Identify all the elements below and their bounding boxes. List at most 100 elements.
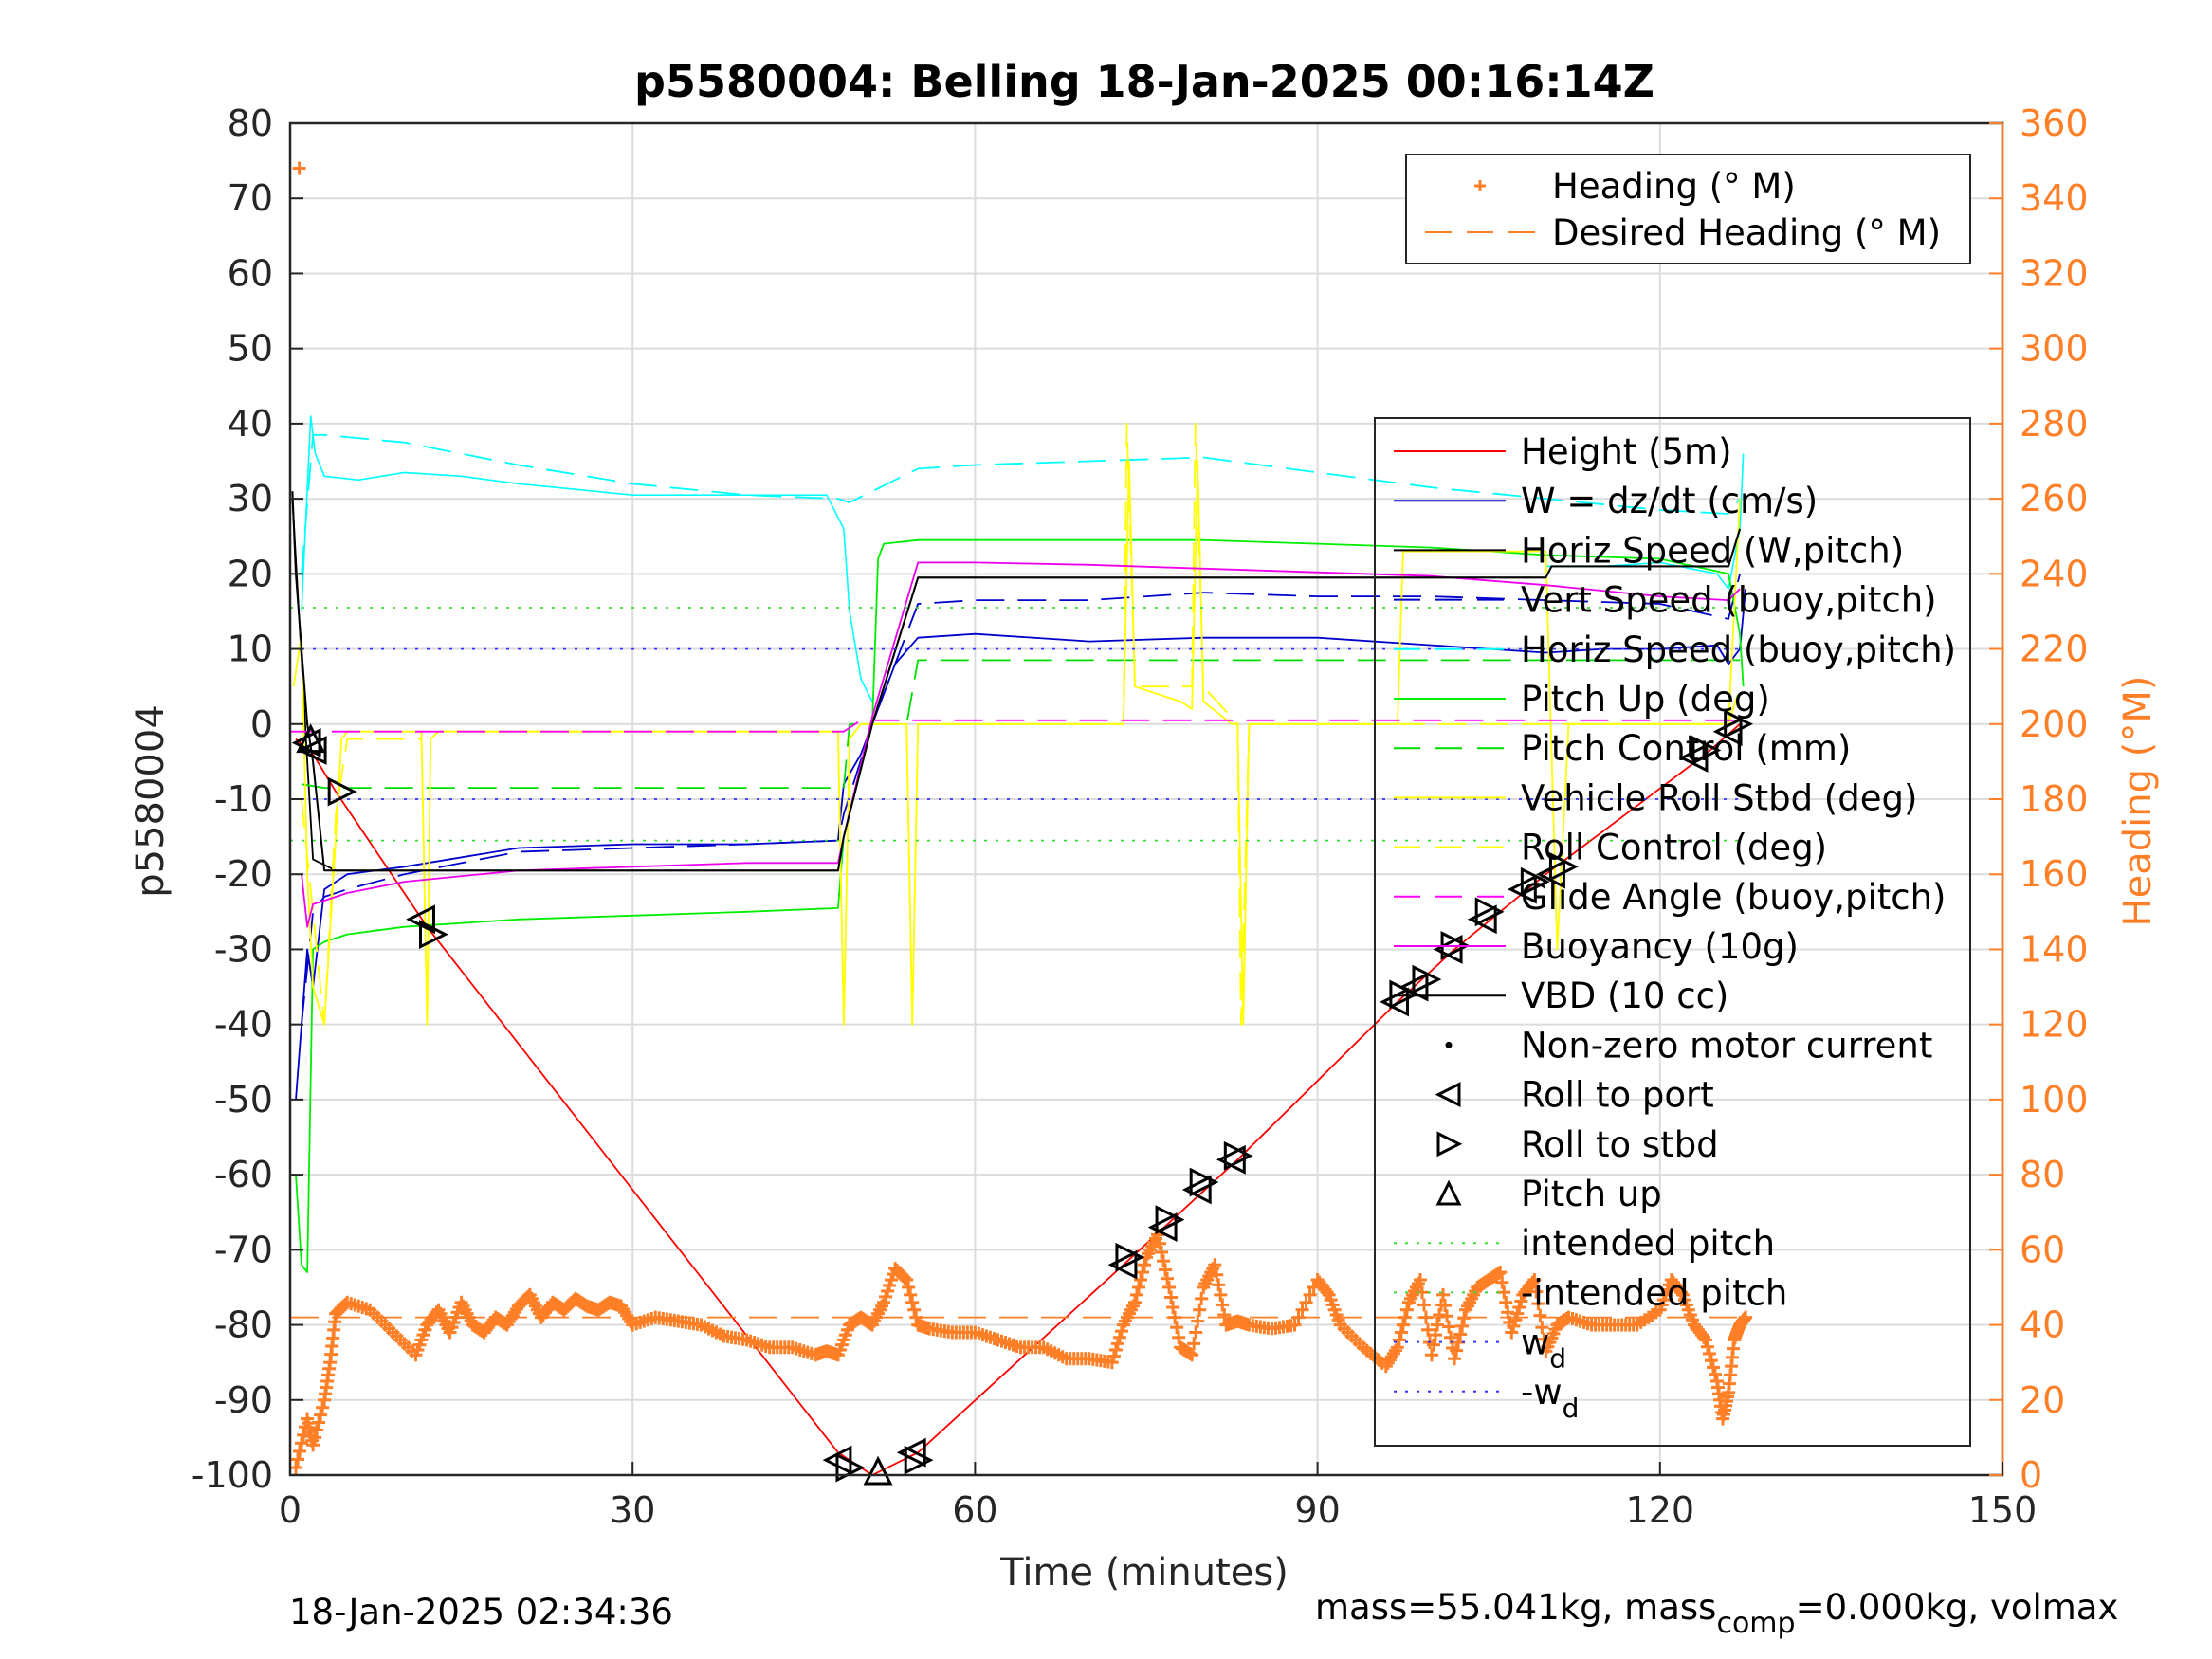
legend-label: intended pitch	[1521, 1223, 1775, 1264]
heading-point	[1512, 1301, 1526, 1315]
heading-point	[1137, 1258, 1151, 1272]
x-tick-label: 60	[952, 1489, 997, 1531]
y-tick-label: 80	[228, 102, 273, 144]
heading-point	[1131, 1280, 1145, 1294]
heading-point	[1514, 1294, 1528, 1308]
x-tick-label: 0	[279, 1489, 302, 1531]
heading-point	[1413, 1273, 1427, 1287]
legend-label: Vert Speed (buoy,pitch)	[1521, 580, 1937, 621]
roll-port-marker	[1712, 717, 1743, 747]
y2-tick-label: 160	[2020, 853, 2089, 895]
heading-point	[1505, 1325, 1519, 1340]
heading-point	[1436, 1287, 1451, 1302]
heading-point	[312, 1415, 326, 1430]
heading-point	[898, 1271, 912, 1285]
heading-point	[1700, 1340, 1714, 1354]
y-tick-label: 10	[228, 629, 273, 670]
heading-point	[1127, 1295, 1142, 1309]
y2-tick-label: 240	[2020, 553, 2089, 594]
y-tick-label: -50	[214, 1079, 273, 1121]
heading-point	[1288, 1318, 1302, 1332]
x-tick-label: 120	[1626, 1489, 1695, 1531]
heading-point	[1673, 1285, 1688, 1300]
heading-point	[1193, 1303, 1207, 1317]
legend-label: Pitch Up (deg)	[1521, 679, 1770, 720]
heading-point	[1527, 1273, 1542, 1287]
heading-legend: Heading (° M) Desired Heading (° M)	[1405, 154, 1971, 264]
y-tick-label: 50	[228, 328, 273, 370]
heading-point	[1392, 1333, 1406, 1347]
series-line-glide_buoy-11	[290, 719, 1741, 733]
legend-label: Height (5m)	[1521, 431, 1732, 472]
y-tick-label: -70	[214, 1229, 273, 1270]
heading-point	[1508, 1313, 1523, 1327]
heading-point	[1696, 1330, 1710, 1344]
y-tick-label: 60	[228, 252, 273, 294]
heading-point	[1112, 1330, 1126, 1344]
heading-point	[1526, 1275, 1540, 1289]
x-tick-label: 90	[1294, 1489, 1340, 1531]
heading-point	[1295, 1303, 1309, 1317]
roll-port-marker	[1380, 987, 1409, 1017]
legend-sample-triangle	[1435, 1179, 1462, 1206]
heading-point	[1507, 1319, 1521, 1333]
legend-label: Non-zero motor current	[1521, 1025, 1932, 1066]
heading-point	[1164, 1290, 1179, 1304]
heading-point	[1390, 1340, 1404, 1355]
heading-point	[1187, 1337, 1201, 1351]
heading-point	[310, 1423, 324, 1437]
series-line-horiz_buoy-5	[301, 415, 873, 702]
heading-point	[1453, 1327, 1468, 1341]
y2-axis-label: Heading (°M)	[2116, 676, 2160, 927]
y-tick-label: -90	[214, 1379, 273, 1421]
roll-stbd-marker	[1520, 866, 1550, 897]
y-tick-label: -100	[192, 1454, 273, 1496]
heading-point	[1429, 1328, 1443, 1342]
roll-port-marker	[1147, 1212, 1178, 1242]
heading-point	[1510, 1306, 1525, 1321]
roll-stbd-marker	[904, 1445, 934, 1475]
roll-stbd-marker	[1189, 1167, 1219, 1197]
legend-label: -wd	[1521, 1372, 1579, 1424]
y-tick-label: -80	[214, 1304, 273, 1346]
roll-stbd-marker	[1691, 736, 1722, 765]
heading-point	[1191, 1314, 1205, 1328]
heading-legend-label: Heading (° M)	[1552, 166, 1796, 207]
heading-point	[1157, 1254, 1171, 1268]
heading-point	[1106, 1349, 1121, 1363]
y2-tick-label: 220	[2020, 629, 2089, 670]
y-tick-label: -30	[214, 928, 273, 970]
heading-outlier-point	[292, 161, 306, 175]
heading-point	[1396, 1318, 1410, 1332]
y2-tick-label: 0	[2020, 1454, 2042, 1496]
heading-point	[1172, 1330, 1186, 1344]
legend-label: Pitch Control (mm)	[1521, 728, 1851, 769]
heading-point	[1108, 1342, 1123, 1357]
roll-stbd-marker	[1724, 709, 1754, 739]
x-tick-label: 150	[1968, 1489, 2038, 1531]
y-tick-label: 30	[228, 478, 273, 520]
y2-tick-label: 260	[2020, 478, 2089, 520]
y2-tick-label: 120	[2020, 1004, 2089, 1046]
footer-timestamp: 18-Jan-2025 02:34:36	[289, 1592, 673, 1632]
heading-point	[1708, 1367, 1722, 1381]
roll-stbd-marker	[327, 776, 357, 807]
y2-tick-label: 40	[2020, 1304, 2065, 1346]
heading-point	[907, 1303, 922, 1317]
heading-point	[1425, 1348, 1438, 1362]
legend-label: W = dz/dt (cm/s)	[1521, 481, 1818, 521]
legend-sample-dot	[1445, 1041, 1453, 1048]
y-tick-label: -20	[214, 853, 273, 895]
legend-label: Roll Control (deg)	[1521, 828, 1827, 868]
y2-tick-label: 60	[2020, 1229, 2065, 1270]
heading-point	[1210, 1267, 1224, 1282]
heading-point	[1533, 1308, 1547, 1322]
heading-point	[1110, 1337, 1124, 1351]
x-axis-label: Time (minutes)	[999, 1551, 1289, 1595]
roll-stbd-marker	[1223, 1140, 1253, 1171]
heading-point	[1129, 1287, 1143, 1302]
heading-point	[293, 1444, 307, 1458]
series-line-roll-10	[292, 460, 1741, 1026]
heading-point	[1394, 1325, 1408, 1340]
